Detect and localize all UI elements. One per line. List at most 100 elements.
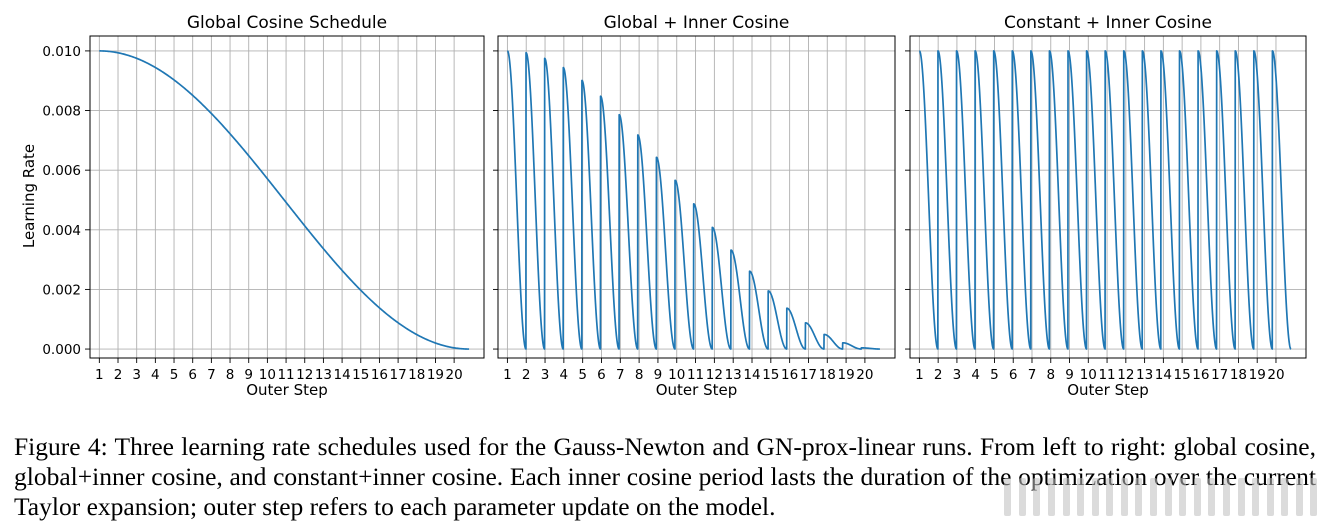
y-tick-label: 0.002 — [42, 282, 81, 298]
x-tick-label: 15 — [352, 367, 369, 383]
x-tick-label: 20 — [446, 367, 463, 383]
x-tick-label: 9 — [244, 367, 253, 383]
series-line — [99, 50, 470, 350]
x-axis-label: Outer Step — [656, 381, 738, 399]
x-tick-label: 12 — [706, 367, 723, 383]
x-tick-label: 13 — [725, 367, 742, 383]
x-tick-label: 8 — [226, 367, 235, 383]
plot-frame — [497, 35, 896, 359]
watermark-bar — [1281, 478, 1289, 516]
figure-canvas: Learning Rate 1 2 3 4 5 6 7 8 9 10 11 12 13 14 15 16 17 1… — [20, 13, 1307, 399]
x-tick-label: 2 — [934, 367, 943, 383]
plot-frame — [89, 35, 485, 359]
x-tick-label: 7 — [616, 367, 625, 383]
x-tick-label: 10 — [1080, 367, 1097, 383]
watermark-bar — [1062, 478, 1070, 516]
chart-title: Constant + Inner Cosine — [1004, 13, 1212, 33]
watermark-bar — [1222, 478, 1230, 516]
series-line — [506, 50, 881, 350]
y-tick-label: 0.006 — [42, 163, 81, 179]
x-tick-label: 5 — [578, 367, 587, 383]
x-tick-label: 16 — [371, 367, 388, 383]
x-tick-label: 20 — [856, 367, 873, 383]
watermark-bar — [1135, 478, 1143, 516]
x-tick-label: 18 — [819, 367, 836, 383]
x-tick-label: 4 — [151, 367, 160, 383]
x-tick-label: 18 — [408, 367, 425, 383]
x-tick-label: 18 — [1230, 367, 1247, 383]
x-tick-label: 17 — [390, 367, 407, 383]
x-tick-label: 6 — [597, 367, 606, 383]
x-tick-label: 6 — [188, 367, 197, 383]
x-tick-label: 7 — [207, 367, 216, 383]
x-tick-label: 3 — [132, 367, 141, 383]
series-line — [918, 50, 1292, 350]
watermark-bar — [1310, 478, 1318, 516]
watermark-bar — [1164, 478, 1172, 516]
y-axis-label: Learning Rate — [20, 144, 38, 248]
x-tick-label: 14 — [1155, 367, 1172, 383]
chart-panel-1: 1 2 3 4 5 6 7 8 9 10 11 12 13 14 15 16 17 18 19 200.0000.00… — [42, 13, 485, 399]
watermark-bar — [1266, 478, 1274, 516]
watermark-bar — [1004, 478, 1012, 516]
chart-panel-3: 1 2 3 4 5 6 7 8 9 10 11 12 13 14 15 16 17 18 19 20Constant … — [905, 13, 1307, 399]
x-tick-label: 1 — [503, 367, 512, 383]
watermark-bar — [1179, 478, 1187, 516]
watermark-bar — [1150, 478, 1158, 516]
x-tick-label: 2 — [522, 367, 531, 383]
x-tick-label: 11 — [277, 367, 294, 383]
x-tick-label: 1 — [95, 367, 104, 383]
x-tick-label: 15 — [762, 367, 779, 383]
x-tick-label: 20 — [1267, 367, 1284, 383]
chart-title: Global Cosine Schedule — [187, 13, 387, 33]
watermark-bar — [1048, 478, 1056, 516]
y-tick-label: 0.004 — [42, 223, 81, 239]
x-tick-label: 16 — [1192, 367, 1209, 383]
x-tick-label: 8 — [635, 367, 644, 383]
chart-title: Global + Inner Cosine — [604, 13, 790, 33]
watermark-bar — [1295, 478, 1303, 516]
x-tick-label: 19 — [837, 367, 854, 383]
x-tick-label: 8 — [1046, 367, 1055, 383]
x-tick-label: 7 — [1028, 367, 1037, 383]
x-tick-label: 19 — [1249, 367, 1266, 383]
watermark-bar — [1091, 478, 1099, 516]
watermark-bar — [1237, 478, 1245, 516]
x-tick-label: 12 — [1117, 367, 1134, 383]
x-tick-label: 12 — [296, 367, 313, 383]
x-tick-label: 4 — [971, 367, 980, 383]
x-tick-label: 13 — [1136, 367, 1153, 383]
x-tick-label: 14 — [743, 367, 760, 383]
x-tick-label: 2 — [114, 367, 123, 383]
watermark-bar — [1208, 478, 1216, 516]
watermark-bar — [1120, 478, 1128, 516]
y-tick-label: 0.000 — [42, 342, 81, 358]
watermark-bar — [1077, 478, 1085, 516]
plot-frame — [909, 35, 1307, 359]
x-tick-label: 5 — [990, 367, 999, 383]
figure-caption: Figure 4: Three learning rate schedules … — [14, 432, 1316, 521]
watermark-overlay — [1002, 468, 1320, 526]
x-tick-label: 1 — [915, 367, 924, 383]
x-tick-label: 17 — [1211, 367, 1228, 383]
x-tick-label: 5 — [170, 367, 179, 383]
x-tick-label: 3 — [953, 367, 962, 383]
x-tick-label: 11 — [1098, 367, 1115, 383]
x-tick-label: 3 — [541, 367, 550, 383]
watermark-bar — [1018, 478, 1026, 516]
watermark-bar — [1033, 478, 1041, 516]
y-tick-label: 0.008 — [42, 104, 81, 120]
x-tick-label: 9 — [1065, 367, 1074, 383]
x-tick-label: 14 — [333, 367, 350, 383]
x-tick-label: 10 — [259, 367, 276, 383]
x-axis-label: Outer Step — [246, 381, 328, 399]
x-tick-label: 13 — [315, 367, 332, 383]
watermark-bar — [1193, 478, 1201, 516]
x-tick-label: 15 — [1174, 367, 1191, 383]
x-axis-label: Outer Step — [1067, 381, 1149, 399]
x-tick-label: 9 — [654, 367, 663, 383]
y-tick-label: 0.010 — [42, 44, 81, 60]
x-tick-label: 4 — [560, 367, 569, 383]
watermark-bar — [1106, 478, 1114, 516]
